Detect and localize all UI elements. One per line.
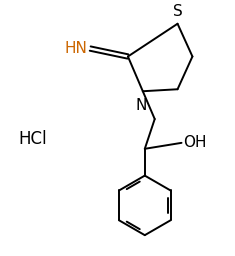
Text: HN: HN <box>64 41 87 56</box>
Text: OH: OH <box>184 135 207 150</box>
Text: S: S <box>173 4 182 19</box>
Text: HCl: HCl <box>19 130 47 148</box>
Text: N: N <box>135 98 146 113</box>
